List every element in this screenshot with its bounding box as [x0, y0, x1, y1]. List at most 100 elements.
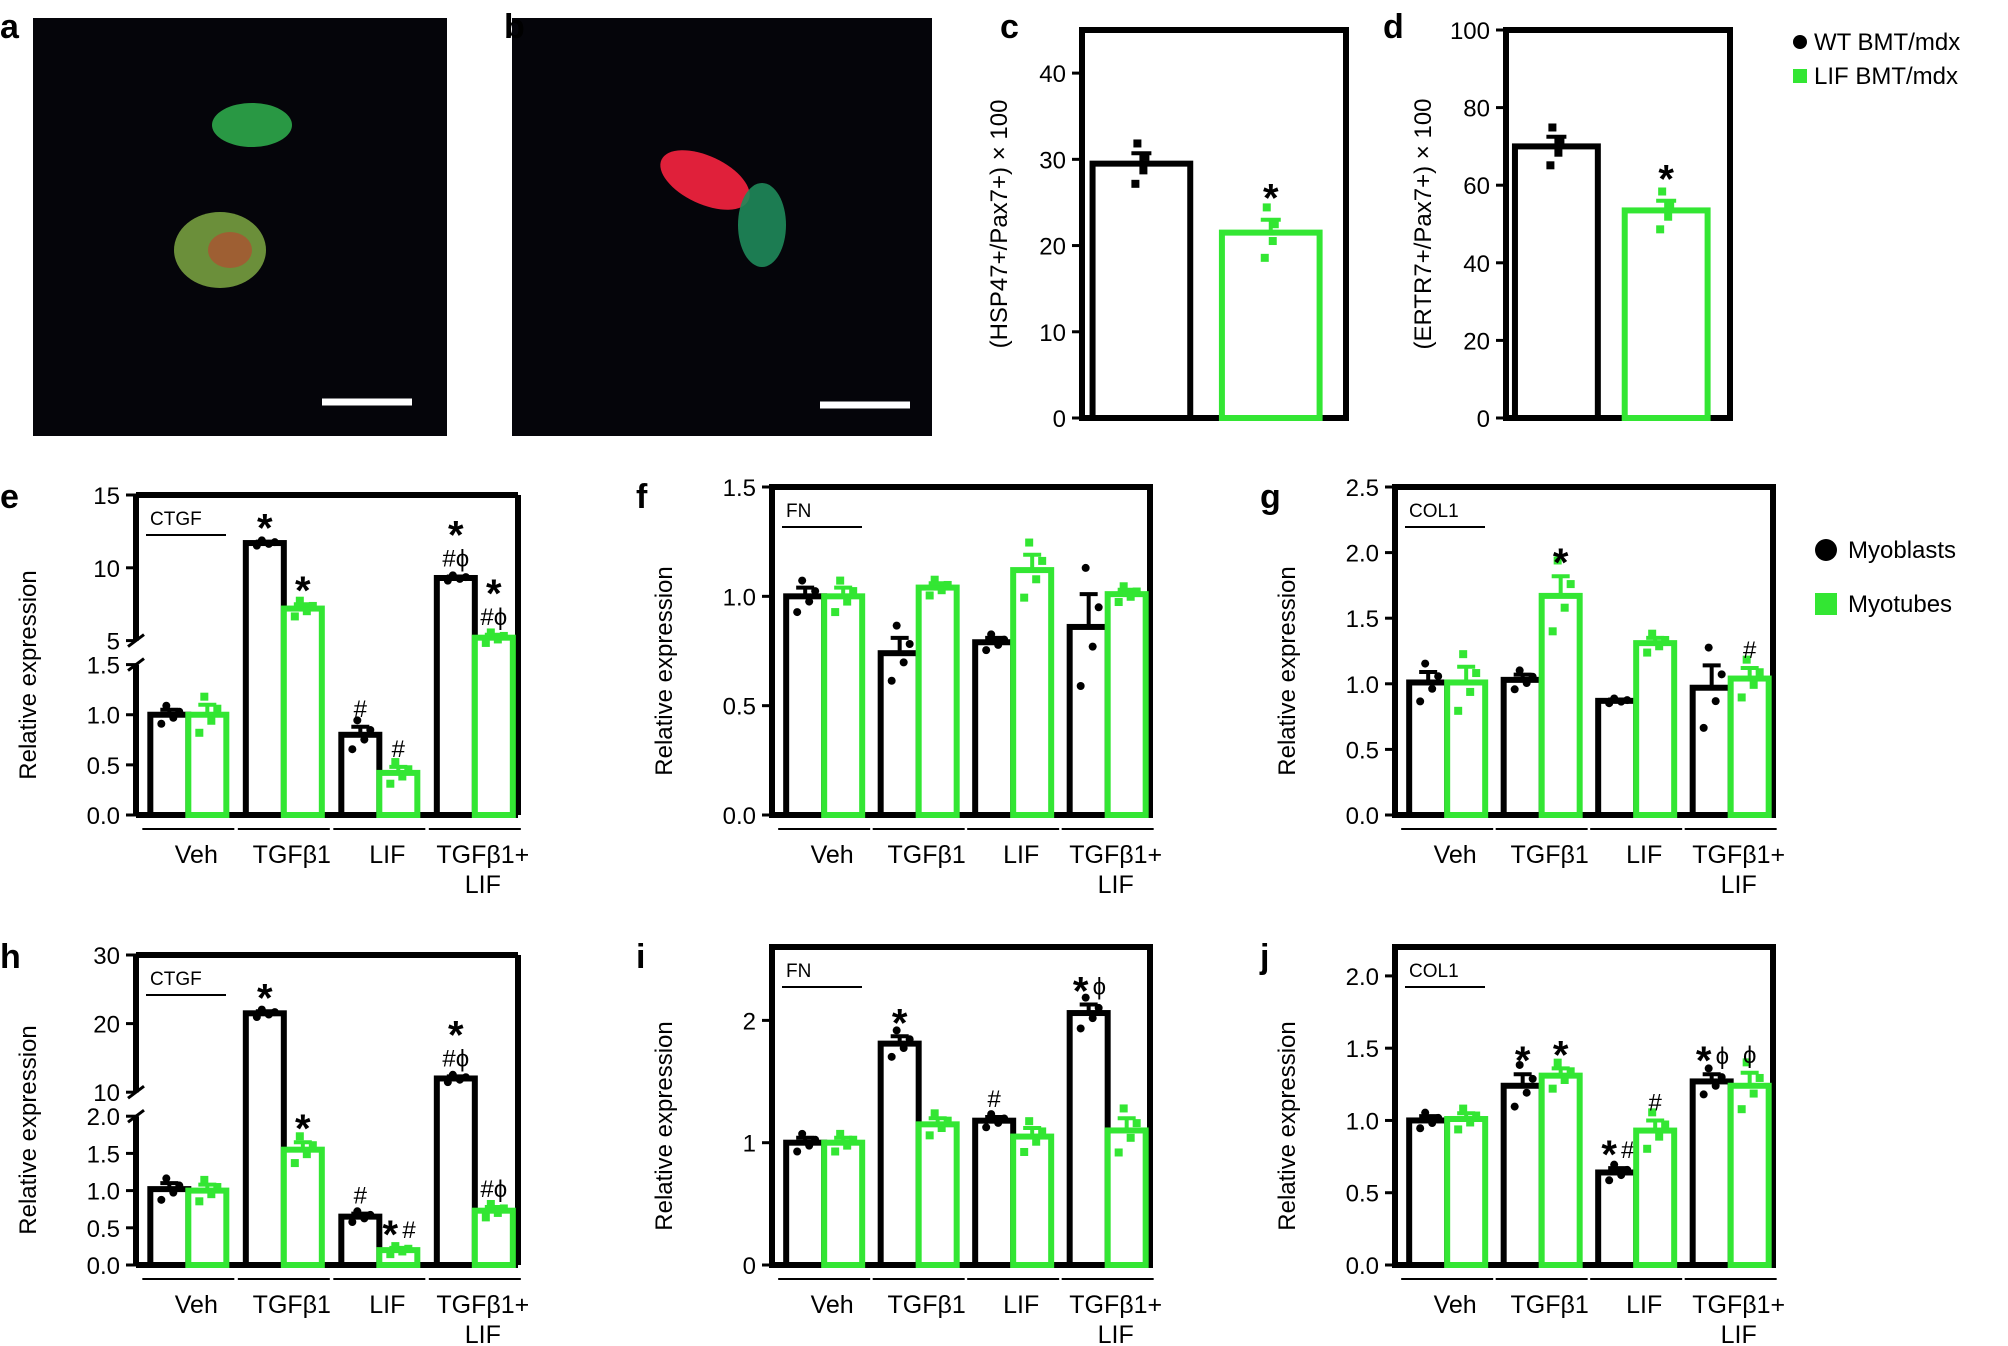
data-point: [455, 574, 464, 583]
y-tick-label: 1.5: [1346, 1036, 1379, 1063]
significance-star: *: [383, 1213, 399, 1257]
axis-break: [127, 657, 145, 672]
axis-break: [127, 1084, 145, 1100]
data-point: [1510, 1102, 1519, 1111]
chart-h: 0.0 0.5 1.0 1.5 2.010 20 30 Relative expression…: [0, 938, 529, 1346]
data-point: [1755, 668, 1764, 677]
gene-label: FN: [786, 961, 811, 982]
data-point: [1617, 1171, 1626, 1180]
gene-label: COL1: [1409, 961, 1459, 982]
bar-myoblasts-3: [1689, 1078, 1734, 1268]
y-tick-label: 80: [1463, 96, 1490, 123]
data-point: [1623, 1165, 1632, 1174]
data-point: [1699, 1090, 1708, 1099]
data-point: [1454, 1125, 1463, 1134]
data-point: [1262, 203, 1271, 212]
data-point: [1454, 706, 1463, 715]
significance-symbol: #ϕ: [480, 604, 507, 631]
significance-symbol: #: [1743, 637, 1757, 664]
significance-symbol: #: [1648, 1089, 1662, 1116]
category-label: LIF: [1098, 871, 1134, 899]
data-point: [1000, 1114, 1009, 1123]
micrograph-background: [512, 18, 932, 436]
data-point: [1655, 1132, 1664, 1141]
data-point: [386, 1250, 395, 1259]
data-point: [295, 596, 304, 605]
data-point: [195, 1197, 204, 1206]
data-point: [1546, 161, 1555, 170]
data-point: [1515, 1060, 1524, 1069]
data-point: [1661, 1120, 1670, 1129]
significance-symbol: ϕ: [1743, 1042, 1756, 1069]
y-tick-label: 0.0: [723, 803, 756, 830]
legend-marker: [1793, 35, 1807, 49]
data-point: [831, 1147, 840, 1156]
y-axis-label: (ERTR7+/Pax7+) × 100: [1410, 98, 1437, 349]
data-point: [982, 646, 991, 655]
category-label: TGFβ1: [253, 841, 331, 869]
data-point: [308, 1141, 317, 1150]
y-axis-label: Relative expression: [15, 1025, 42, 1234]
y-tick-label: 0: [743, 1253, 756, 1280]
y-tick-label: 20: [1039, 234, 1066, 261]
data-point: [1081, 993, 1090, 1002]
data-point: [1711, 697, 1720, 706]
data-point: [1664, 212, 1673, 221]
data-point: [302, 607, 311, 616]
bar-myoblasts-2: [1595, 1169, 1640, 1269]
data-point: [1522, 1088, 1531, 1097]
y-tick-label: 40: [1039, 61, 1066, 88]
data-point: [1610, 1160, 1619, 1169]
data-point: [1076, 1024, 1085, 1033]
data-point: [1661, 635, 1670, 644]
bar-myoblasts-0: [783, 593, 828, 818]
data-point: [1094, 603, 1103, 612]
data-point: [1553, 1058, 1562, 1067]
bar-myoblasts-1: [242, 540, 287, 818]
y-tick-label: 0.0: [1346, 1253, 1379, 1280]
legend-label: Myotubes: [1848, 591, 1952, 618]
bar-myoblasts-0: [147, 1186, 192, 1269]
data-point: [943, 580, 952, 589]
category-label: Veh: [1434, 1291, 1477, 1319]
bar-myoblasts-1: [1500, 676, 1545, 819]
data-point: [1434, 672, 1443, 681]
bar-myoblasts-0: [1406, 1117, 1451, 1269]
y-tick-label: 100: [1450, 18, 1490, 45]
bar-myotubes-0: [1444, 1116, 1489, 1268]
category-label: Veh: [175, 1291, 218, 1319]
legend-label: LIF BMT/mdx: [1814, 63, 1958, 90]
y-tick-label: 2.0: [1346, 964, 1379, 991]
data-point: [1515, 666, 1524, 675]
data-point: [448, 571, 457, 580]
panel-label: b: [504, 8, 525, 46]
bar-myoblasts-1: [242, 1010, 287, 1268]
data-point: [1428, 1119, 1437, 1128]
data-point: [1038, 1127, 1047, 1136]
data-point: [1656, 225, 1665, 234]
significance-star: *: [1696, 1039, 1712, 1083]
data-point: [1131, 179, 1140, 188]
y-tick-label: 30: [93, 943, 120, 970]
data-point: [207, 1190, 216, 1199]
data-point: [1749, 680, 1758, 689]
y-tick-label: 1.5: [723, 475, 756, 502]
data-point: [1421, 659, 1430, 668]
data-point: [391, 758, 400, 767]
data-point: [943, 1116, 952, 1125]
data-point: [366, 1210, 375, 1219]
significance-star: *: [448, 514, 464, 558]
bar-myoblasts-0: [147, 711, 192, 819]
data-point: [1666, 200, 1675, 209]
data-point: [1119, 582, 1128, 591]
legend-c-d: WT BMT/mdx LIF BMT/mdx: [1793, 29, 1960, 90]
legend-marker: [1793, 69, 1807, 83]
y-tick-label: 0.0: [87, 1253, 120, 1280]
bar-myotubes-0: [821, 593, 866, 818]
category-label: TGFβ1+: [1069, 841, 1162, 869]
data-point: [1114, 1148, 1123, 1157]
category-label: TGFβ1+: [1069, 1291, 1162, 1319]
category-label: TGFβ1+: [436, 841, 529, 869]
data-point: [1126, 1133, 1135, 1142]
category-label: Veh: [175, 841, 218, 869]
